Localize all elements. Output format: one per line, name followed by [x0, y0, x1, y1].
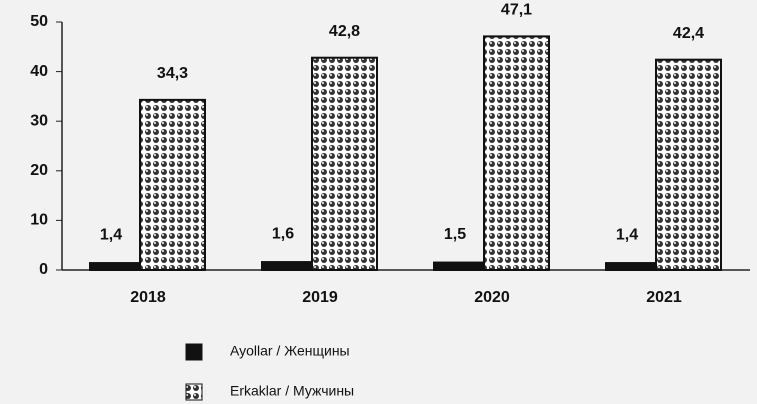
value-label: 42,8 — [329, 23, 360, 40]
y-tick-label: 40 — [30, 63, 48, 80]
value-label: 1,5 — [444, 226, 466, 243]
bar — [483, 35, 550, 271]
value-label: 47,1 — [501, 2, 532, 19]
legend-swatch — [185, 383, 203, 401]
bar — [655, 58, 722, 271]
legend-label: Erkaklar / Мужчины — [230, 383, 354, 399]
legend-label: Ayollar / Женщины — [230, 343, 350, 359]
bar — [139, 98, 206, 272]
x-tick-label: 2019 — [302, 289, 338, 306]
y-tick-label: 10 — [30, 212, 48, 229]
bar — [311, 56, 378, 271]
y-tick-label: 0 — [39, 261, 48, 278]
value-label: 1,6 — [272, 225, 294, 242]
x-tick-label: 2020 — [474, 289, 510, 306]
x-tick-label: 2018 — [130, 289, 166, 306]
y-tick-label: 50 — [30, 13, 48, 30]
legend-swatch — [185, 343, 203, 361]
x-tick-label: 2021 — [646, 289, 682, 306]
value-label: 1,4 — [100, 226, 122, 243]
y-tick-label: 30 — [30, 112, 48, 129]
y-tick-label: 20 — [30, 162, 48, 179]
value-label: 1,4 — [616, 226, 638, 243]
value-label: 34,3 — [157, 65, 188, 82]
value-label: 42,4 — [673, 25, 704, 42]
